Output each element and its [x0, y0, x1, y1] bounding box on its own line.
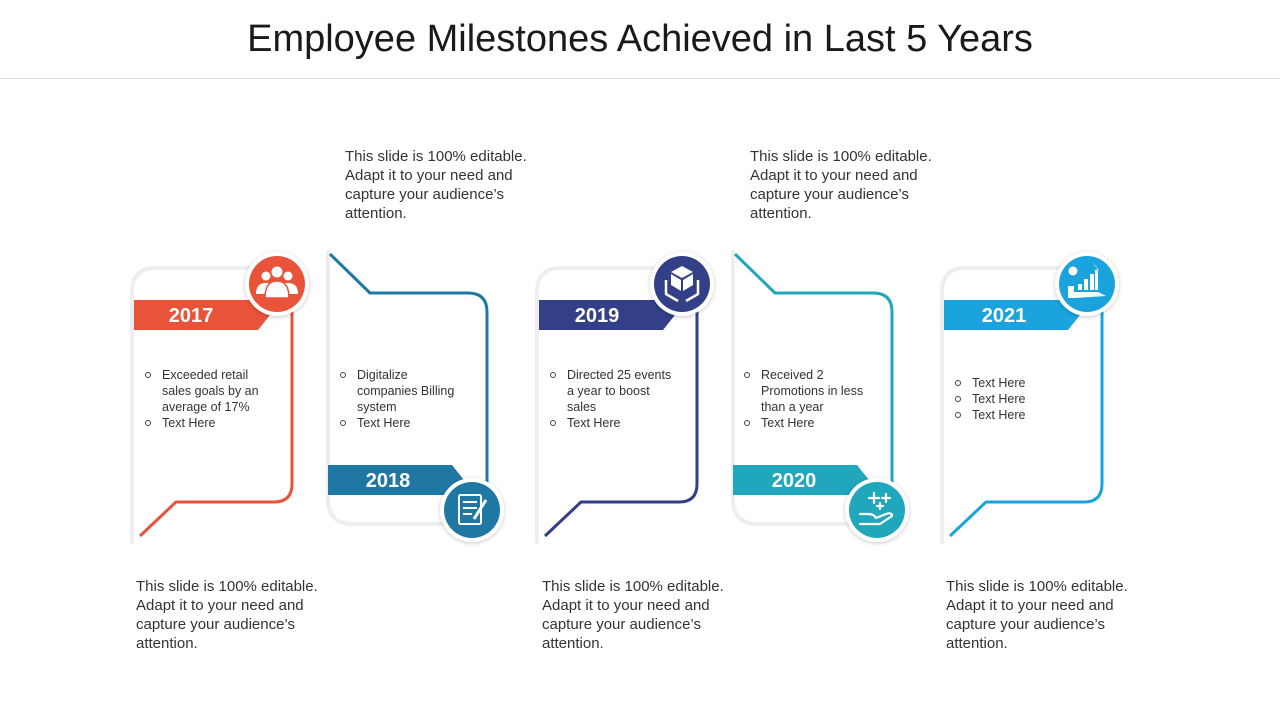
card-outline [733, 252, 894, 505]
year-banner [944, 300, 1092, 330]
milestone-card-2019: 2019 [535, 252, 714, 544]
icon-badge [849, 482, 905, 538]
card-outline [138, 290, 294, 538]
year-banner [733, 465, 881, 495]
year-label: 2021 [982, 305, 1027, 327]
milestone-description-2021: This slide is 100% editable. Adapt it to… [946, 578, 1128, 652]
team-icon [256, 266, 298, 299]
list-item: Text Here [339, 415, 464, 431]
card-outline [543, 290, 699, 538]
year-label: 2019 [575, 305, 620, 327]
list-item: Directed 25 events a year to boost sales [549, 367, 674, 415]
list-item: Text Here [743, 415, 868, 431]
hands-box-icon [664, 266, 700, 303]
milestone-description-2020: This slide is 100% editable. Adapt it to… [750, 148, 932, 222]
list-item: Text Here [954, 407, 1079, 423]
card-outline [948, 290, 1104, 538]
hand-sparkle-icon [858, 491, 894, 526]
list-item: Exceeded retail sales goals by an averag… [144, 367, 269, 415]
milestone-bullets-2019: Directed 25 events a year to boost sales… [549, 367, 674, 431]
year-label: 2020 [772, 470, 817, 492]
milestone-bullets-2021: Text Here Text Here Text Here [954, 375, 1079, 423]
milestone-bullets-2018: Digitalize companies Billing system Text… [339, 367, 464, 431]
card-shadow-edge [326, 250, 452, 526]
milestone-description-2018: This slide is 100% editable. Adapt it to… [345, 148, 527, 222]
card-outline [328, 252, 489, 505]
milestone-card-2017: 2017 [130, 252, 309, 544]
card-shadow-edge [535, 266, 699, 544]
card-shadow-edge [130, 266, 294, 544]
list-item: Text Here [144, 415, 269, 431]
icon-badge [654, 256, 710, 312]
milestone-bullets-2017: Exceeded retail sales goals by an averag… [144, 367, 269, 431]
list-item: Text Here [954, 375, 1079, 391]
card-shadow-edge [940, 266, 1104, 544]
icon-badge [444, 482, 500, 538]
milestone-card-2018: 2018 [326, 250, 504, 542]
growth-chart-icon [1068, 262, 1106, 298]
year-banner [328, 465, 476, 495]
year-banner [134, 300, 282, 330]
title-divider [0, 78, 1280, 79]
list-item: Digitalize companies Billing system [339, 367, 464, 415]
milestone-card-2020: 2020 [731, 250, 909, 542]
list-item: Text Here [549, 415, 674, 431]
year-label: 2017 [169, 305, 214, 327]
milestone-description-2017: This slide is 100% editable. Adapt it to… [136, 578, 318, 652]
list-item: Text Here [954, 391, 1079, 407]
year-banner [539, 300, 687, 330]
page-title: Employee Milestones Achieved in Last 5 Y… [247, 18, 1033, 60]
milestone-description-2019: This slide is 100% editable. Adapt it to… [542, 578, 724, 652]
milestone-bullets-2020: Received 2 Promotions in less than a yea… [743, 367, 868, 431]
document-pen-icon [458, 494, 488, 525]
list-item: Received 2 Promotions in less than a yea… [743, 367, 868, 415]
year-label: 2018 [366, 470, 411, 492]
card-shadow-edge [731, 250, 857, 526]
milestone-card-2021: 2021 [940, 252, 1119, 544]
